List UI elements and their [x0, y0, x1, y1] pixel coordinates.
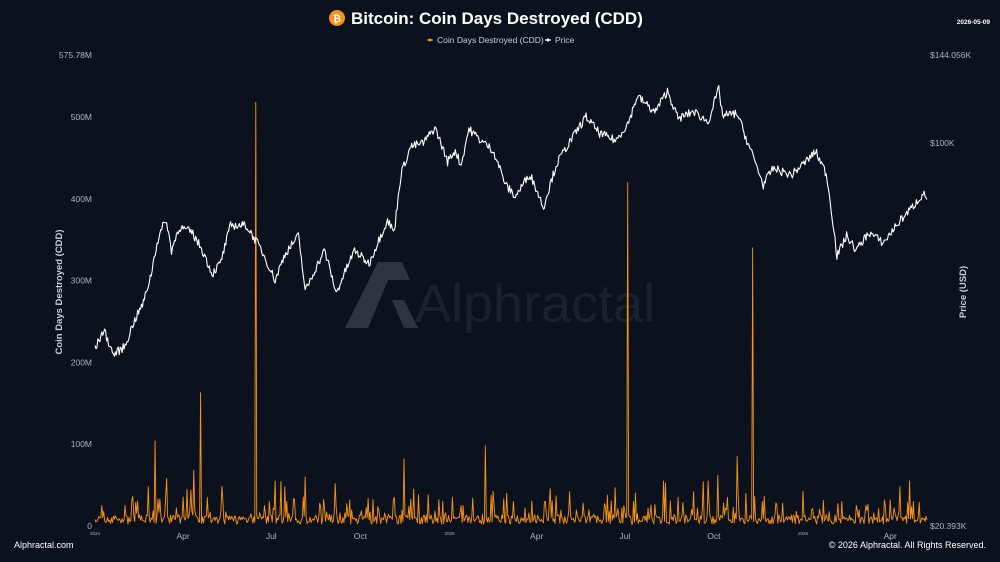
x-tick-label: 2024 [90, 531, 101, 536]
bitcoin-logo-icon [329, 10, 345, 26]
y-left-tick-label: 100M [71, 439, 92, 449]
footer-site: Alphractal.com [14, 540, 74, 550]
price-line [94, 84, 928, 357]
y-right-tick-label: $100K [930, 138, 955, 148]
bitcoin-logo-glyph: ₿ [333, 13, 341, 25]
y-left-axis-title: Coin Days Destroyed (CDD) [54, 229, 65, 354]
report-date: 2026-05-09 [957, 19, 991, 26]
y-left-tick-label: 400M [71, 194, 92, 204]
x-tick-label: Jul [619, 531, 630, 541]
cdd-line [94, 101, 928, 525]
x-tick-label: Jul [266, 531, 277, 541]
x-tick-label: Apr [884, 531, 897, 541]
legend-dot-price [546, 38, 550, 42]
watermark: Alphractal [345, 262, 655, 334]
x-tick-label: Oct [707, 531, 721, 541]
y-left-tick-label: 575.78M [59, 50, 92, 60]
y-right-tick-label: $20.393K [930, 521, 967, 531]
legend: Coin Days Destroyed (CDD) Price [427, 35, 575, 45]
y-left-tick-label: 500M [71, 112, 92, 122]
y-right-ticks: $20.393K $100K $144.056K [930, 50, 971, 531]
legend-dot-cdd [428, 38, 432, 42]
title-text: Bitcoin: Coin Days Destroyed (CDD) [351, 9, 643, 28]
x-tick-label: Apr [177, 531, 190, 541]
y-right-tick-label: $144.056K [930, 50, 971, 60]
x-tick-label: Apr [530, 531, 543, 541]
x-tick-label: Oct [354, 531, 368, 541]
y-left-tick-label: 0 [87, 521, 92, 531]
x-tick-label: 2025 [444, 531, 455, 536]
x-tick-label: 2026 [798, 531, 809, 536]
price-series [94, 84, 928, 357]
legend-label-cdd: Coin Days Destroyed (CDD) [437, 35, 544, 45]
x-ticks: 2024 Apr Jul Oct 2025 Apr Jul Oct 2026 Apr [90, 531, 897, 541]
y-right-axis-title: Price (USD) [958, 266, 969, 318]
footer-copyright: © 2026 Alphractal. All Rights Reserved. [829, 540, 986, 550]
watermark-logo-icon [345, 262, 418, 328]
y-left-tick-label: 200M [71, 357, 92, 367]
cdd-series [94, 101, 928, 525]
y-left-ticks: 0 100M 200M 300M 400M 500M 575.78M [59, 50, 92, 531]
y-left-tick-label: 300M [71, 276, 92, 286]
legend-label-price: Price [555, 35, 575, 45]
chart-title: ₿ Bitcoin: Coin Days Destroyed (CDD) [329, 9, 643, 28]
watermark-text: Alphractal [415, 274, 655, 334]
